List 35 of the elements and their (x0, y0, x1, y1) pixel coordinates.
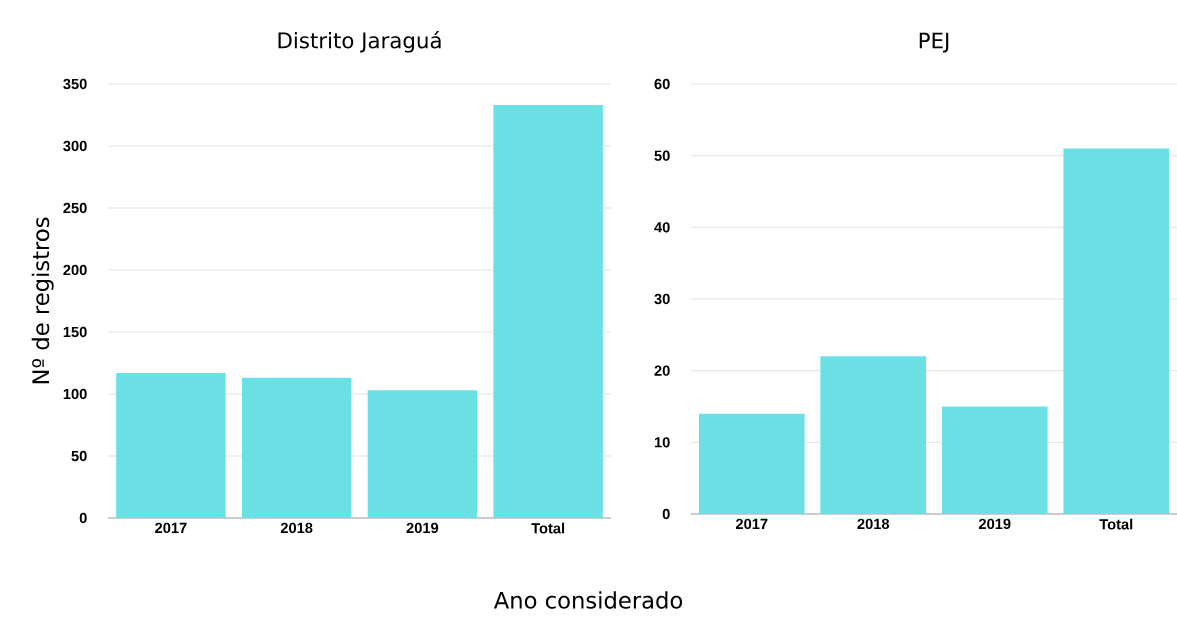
x-tick-label: 2017 (735, 518, 768, 530)
y-axis-title: Nº de registros (31, 217, 54, 384)
bar (241, 377, 352, 518)
y-tick-label: 0 (662, 508, 670, 520)
y-tick-label: 50 (71, 450, 87, 462)
y-tick-label: 50 (654, 150, 670, 161)
y-tick-label: 20 (654, 365, 670, 376)
bar (493, 105, 603, 518)
y-tick-label: 350 (63, 78, 87, 90)
y-tick-label: 60 (654, 78, 670, 90)
x-tick-label: 2018 (280, 522, 313, 534)
y-tick-label: 0 (79, 512, 87, 524)
x-tick-label: Total (1099, 518, 1133, 530)
y-tick-label: 10 (654, 437, 670, 448)
y-tick-label: 200 (63, 264, 87, 276)
y-tick-label: 250 (63, 202, 87, 214)
chart-title: Distrito Jaraguá (278, 31, 441, 53)
bar (820, 356, 927, 514)
y-tick-label: 100 (63, 388, 87, 400)
y-tick-label: 40 (654, 222, 670, 233)
bar (698, 413, 805, 514)
y-tick-label: 30 (654, 293, 670, 305)
chart-title: PEJ (919, 32, 949, 53)
x-tick-label: 2019 (406, 522, 439, 534)
x-axis-title: Ano considerado (493, 591, 683, 609)
bar (367, 390, 478, 518)
bar (941, 406, 1048, 514)
x-tick-label: 2019 (978, 518, 1011, 530)
bar (116, 372, 226, 518)
x-tick-label: Total (531, 522, 565, 534)
y-tick-label: 150 (63, 326, 87, 338)
x-tick-label: 2018 (857, 518, 890, 530)
x-tick-label: 2017 (155, 522, 187, 534)
bar (1063, 148, 1170, 514)
y-tick-label: 300 (63, 140, 87, 152)
